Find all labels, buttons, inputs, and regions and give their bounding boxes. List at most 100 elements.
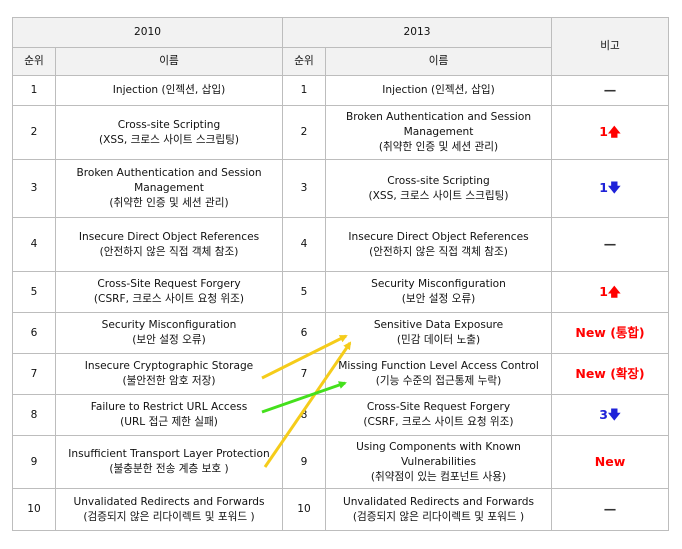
name-2010-en: Cross-Site Request Forgery [97,278,241,290]
name-2013-ko: (CSRF, 크로스 사이트 요청 위조) [363,416,514,428]
rank-2010: 8 [12,394,56,436]
name-2013-en: Security Misconfiguration [371,278,506,290]
name-2013-ko: (XSS, 크로스 사이트 스크립팅) [368,189,509,202]
name-2010-ko: (XSS, 크로스 사이트 스크립팅) [99,133,239,146]
name-2010: Failure to Restrict URL Access (URL 접근 제한… [55,394,283,436]
rank-2013: 4 [282,217,326,272]
name-2013-ko: (취약점이 있는 컴포넌트 사용) [370,470,507,483]
name-2010-en: Failure to Restrict URL Access [90,401,248,413]
name-2010: Injection (인젝션, 삽입) [55,75,283,106]
name-2010-en: Unvalidated Redirects and Forwards [73,495,265,508]
remark-text: — [603,82,617,97]
name-2013-en: Using Components with Known Vulnerabilit… [356,440,521,468]
name-2013-en: Broken Authentication and Session Manage… [345,111,532,138]
rank-header-2013: 순위 [282,47,326,76]
table-row: 9 Insufficient Transport Layer Protection… [12,435,669,489]
header-row-years: 2010 2013 비고 [12,17,669,76]
name-2013: Cross-Site Request Forgery (CSRF, 크로스 사이트… [325,394,552,436]
name-2013: Broken Authentication and Session Manage… [325,105,552,160]
name-2010-ko: (검증되지 않은 리다이렉트 및 포워드 ) [83,510,255,523]
remark-cell: 1🡅 [551,271,669,313]
rank-header-2010: 순위 [12,47,56,76]
remark-text: — [603,501,617,516]
name-2010-en: Security Misconfiguration [101,319,237,331]
header-row-columns: 순위 이름 순위 이름 [12,47,669,76]
arrow-down-icon: 🡇 [607,180,621,195]
name-2010-ko: (보안 설정 오류) [132,334,206,346]
remark-cell: New [551,435,669,489]
name-2010-en: Insufficient Transport Layer Protection [68,448,270,460]
remark-text: 1 [599,180,608,195]
remark-cell: 3🡇 [551,394,669,436]
table-row: 2 Cross-site Scripting (XSS, 크로스 사이트 스크립팅)… [12,105,669,160]
name-2010: Security Misconfiguration (보안 설정 오류) [55,312,283,354]
table-row: 3 Broken Authentication and Session Manag… [12,159,669,218]
rank-2010: 5 [12,271,56,313]
rank-2010: 7 [12,353,56,395]
rank-2013: 7 [282,353,326,395]
name-2013-ko: (안전하지 않은 직접 객체 참조) [369,245,508,258]
name-2010-ko: (안전하지 않은 직접 객체 참조) [99,245,239,258]
table-row: 7 Insecure Cryptographic Storage (불안전한 암호 … [12,353,669,395]
name-2013-en: Missing Function Level Access Control [338,360,539,372]
name-2010-en: Injection (인젝션, 삽입) [112,84,226,96]
rank-2013: 3 [282,159,326,218]
name-2010-en: Insecure Direct Object References [78,230,260,243]
name-2010: Cross-site Scripting (XSS, 크로스 사이트 스크립팅) [55,105,283,160]
name-2013-en: Unvalidated Redirects and Forwards [342,495,535,508]
name-2010-ko: (CSRF, 크로스 사이트 요청 위조) [93,293,245,305]
name-2010-ko: (URL 접근 제한 실패) [120,416,218,428]
owasp-comparison-table: 2010 2013 비고 순위 이름 순위 이름 1 Injection (인젝션… [12,17,669,531]
arrow-up-icon: 🡅 [607,283,621,299]
name-2010: Cross-Site Request Forgery (CSRF, 크로스 사이트… [55,271,283,313]
rank-2010: 6 [12,312,56,354]
year-2010-header: 2010 [12,17,283,48]
name-2013: Unvalidated Redirects and Forwards (검증되지 … [325,488,552,531]
name-header-2010: 이름 [55,47,283,76]
name-2013: Sensitive Data Exposure (민감 데이터 노출) [325,312,552,354]
rank-2013: 2 [282,105,326,160]
remark-text: 3 [599,406,608,422]
remarks-header: 비고 [551,17,669,76]
name-2010: Broken Authentication and Session Manage… [55,159,283,218]
remark-cell: — [551,75,669,106]
remark-text: New (확장) [575,365,645,381]
rank-2010: 9 [12,435,56,489]
remark-text: 1 [599,124,608,139]
year-2013-header: 2013 [282,17,552,48]
name-2013-en: Cross-site Scripting [387,174,490,187]
name-2013: Security Misconfiguration (보안 설정 오류) [325,271,552,313]
arrow-down-icon: 🡇 [607,406,621,422]
name-2010-ko: (불안전한 암호 저장) [122,375,216,387]
table-row: 6 Security Misconfiguration (보안 설정 오류) 6 Sen… [12,312,669,354]
rank-2010: 10 [12,488,56,531]
rank-2013: 1 [282,75,326,106]
name-2013: Cross-site Scripting (XSS, 크로스 사이트 스크립팅) [325,159,552,218]
remark-cell: 1🡅 [551,105,669,160]
name-2013: Injection (인젝션, 삽입) [325,75,552,106]
name-2013-ko: (민감 데이터 노출) [396,334,481,346]
name-2013-en: Cross-Site Request Forgery [366,401,511,413]
name-2013-ko: (보안 설정 오류) [401,293,476,305]
rank-2010: 2 [12,105,56,160]
name-2010-en: Insecure Cryptographic Storage [84,360,254,372]
remark-cell: 1🡇 [551,159,669,218]
name-2010: Insecure Direct Object References (안전하지 않… [55,217,283,272]
rank-2013: 10 [282,488,326,531]
name-2010: Insufficient Transport Layer Protection (… [55,435,283,489]
rank-2013: 6 [282,312,326,354]
name-2013: Missing Function Level Access Control (기능… [325,353,552,395]
arrow-up-icon: 🡅 [607,124,621,139]
table-row: 10 Unvalidated Redirects and Forwards (검증되… [12,488,669,531]
remark-cell: New (통합) [551,312,669,354]
table-row: 5 Cross-Site Request Forgery (CSRF, 크로스 사이… [12,271,669,313]
rank-2010: 4 [12,217,56,272]
remark-text: New (통합) [575,324,645,340]
name-2013-en: Insecure Direct Object References [348,230,529,243]
rank-2013: 9 [282,435,326,489]
rank-2013: 5 [282,271,326,313]
name-2010-ko: (취약한 인증 및 세션 관리) [109,197,229,209]
name-2010: Insecure Cryptographic Storage (불안전한 암호 저… [55,353,283,395]
name-2010-ko: (불충분한 전송 계층 보호 ) [109,463,229,475]
name-2010-en: Cross-site Scripting [117,118,221,131]
